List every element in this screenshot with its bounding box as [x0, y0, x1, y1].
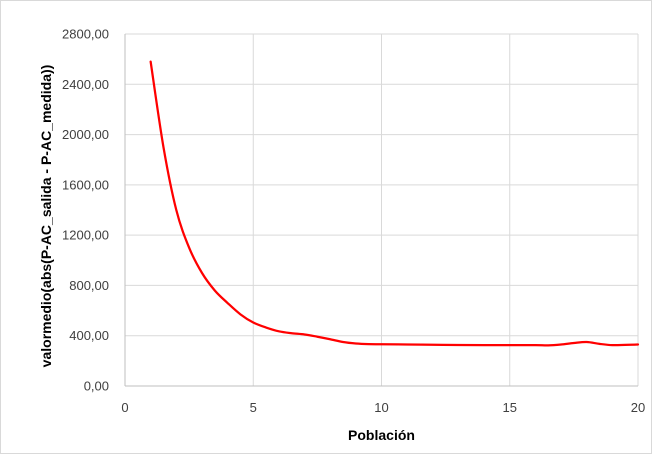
y-tick-label: 1600,00	[62, 177, 109, 192]
gridlines	[125, 33, 639, 386]
series-line	[149, 60, 640, 347]
x-tick-label: 10	[374, 400, 388, 415]
tick-labels: 0,00 400,00 800,00 1200,00 1600,00 2000,00 240…	[62, 27, 645, 416]
x-tick-label: 5	[250, 400, 257, 415]
y-tick-label: 1200,00	[62, 228, 109, 243]
x-tick-label: 15	[503, 400, 517, 415]
x-tick-label: 0	[121, 400, 128, 415]
y-tick-label: 400,00	[69, 328, 109, 343]
y-tick-label: 2400,00	[62, 77, 109, 92]
y-tick-label: 800,00	[69, 278, 109, 293]
y-tick-label: 2800,00	[62, 27, 109, 42]
y-tick-label: 0,00	[84, 379, 109, 394]
y-axis-title: valormedio(abs(P-AC_salida - P-AC_medida…	[38, 65, 54, 368]
series-layer	[149, 60, 640, 347]
y-tick-label: 2000,00	[62, 127, 109, 142]
axes	[124, 34, 638, 387]
x-axis-title: Población	[348, 427, 415, 443]
x-tick-label: 20	[631, 400, 645, 415]
